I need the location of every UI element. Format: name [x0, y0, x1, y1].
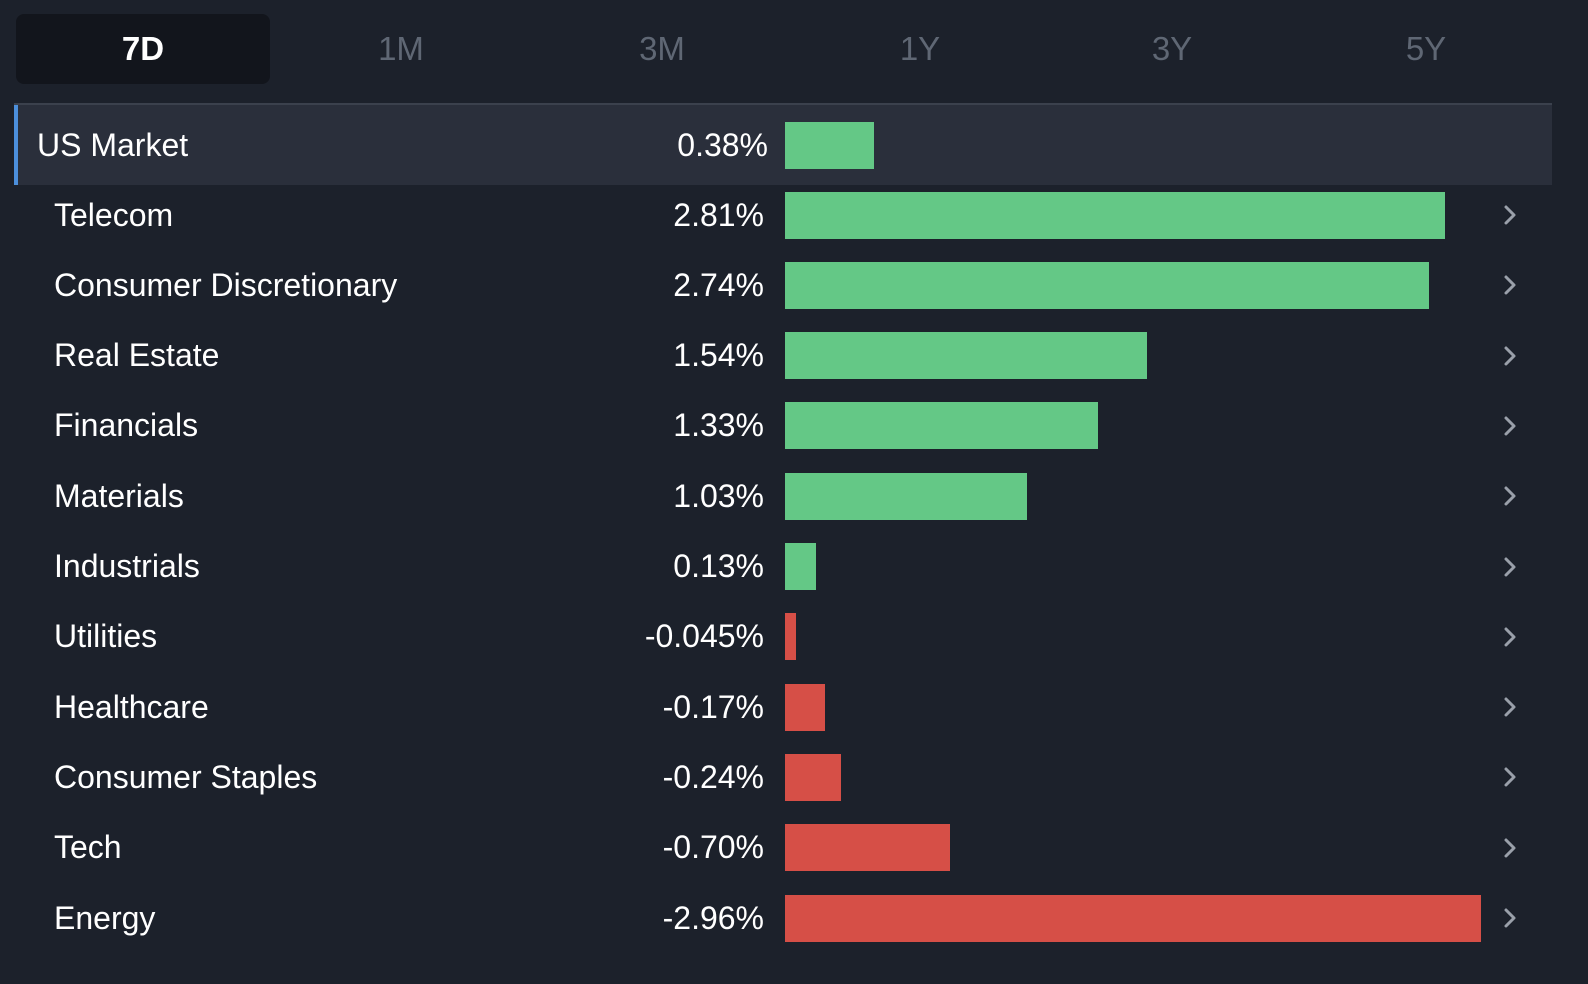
row-label: Consumer Staples — [54, 758, 318, 795]
row-label: Telecom — [54, 196, 174, 233]
sector-row[interactable]: Real Estate 1.54% — [14, 321, 1552, 391]
bar — [785, 683, 825, 731]
chevron-right-icon[interactable] — [1498, 555, 1522, 579]
bar — [785, 332, 1147, 380]
value-label: 2.81% — [673, 196, 764, 233]
bar — [785, 261, 1429, 309]
bar — [785, 121, 875, 169]
market-row: US Market 0.38% — [14, 105, 1552, 185]
chevron-right-icon[interactable] — [1498, 414, 1522, 438]
chevron-right-icon[interactable] — [1498, 765, 1522, 789]
bar — [785, 894, 1481, 942]
sector-row[interactable]: Telecom 2.81% — [14, 180, 1552, 250]
row-label: Financials — [54, 407, 199, 444]
chevron-right-icon[interactable] — [1498, 344, 1522, 368]
value-label: 0.38% — [677, 126, 768, 163]
value-label: 2.74% — [673, 266, 764, 303]
value-label: -0.70% — [662, 829, 764, 866]
row-label: US Market — [37, 126, 189, 163]
value-label: -2.96% — [662, 899, 764, 936]
value-label: -0.24% — [662, 758, 764, 795]
chevron-right-icon[interactable] — [1498, 906, 1522, 930]
chevron-right-icon[interactable] — [1498, 836, 1522, 860]
sector-row[interactable]: Energy -2.96% — [14, 883, 1552, 953]
tab-3m[interactable]: 3M — [639, 30, 685, 67]
tab-3y[interactable]: 3Y — [1151, 30, 1193, 67]
bar — [785, 753, 842, 801]
value-label: 0.13% — [673, 548, 764, 584]
row-label: Utilities — [54, 618, 158, 655]
row-label: Healthcare — [54, 688, 209, 725]
row-label: Real Estate — [54, 337, 220, 374]
tab-1y[interactable]: 1Y — [899, 30, 941, 67]
bar — [785, 402, 1098, 450]
bar — [785, 191, 1446, 239]
tab-5y[interactable]: 5Y — [1405, 30, 1447, 67]
value-label: -0.045% — [644, 618, 764, 655]
bar — [785, 543, 816, 590]
row-label: Tech — [54, 829, 122, 866]
chevron-right-icon[interactable] — [1498, 484, 1522, 508]
bar — [785, 472, 1028, 520]
tabs-divider — [14, 103, 1552, 105]
tab-7d[interactable]: 7D — [16, 14, 270, 84]
chevron-right-icon[interactable] — [1498, 625, 1522, 649]
period-tabs: 7D 1M 3M 1Y 3Y 5Y — [16, 14, 1552, 86]
chevron-right-icon[interactable] — [1498, 273, 1522, 297]
sector-row[interactable]: Consumer Staples -0.24% — [14, 742, 1552, 812]
value-label: -0.17% — [662, 688, 764, 725]
row-label: Energy — [54, 899, 156, 936]
row-label: Industrials — [54, 548, 200, 584]
value-label: 1.03% — [673, 477, 764, 514]
row-label: Consumer Discretionary — [54, 266, 398, 303]
chevron-right-icon[interactable] — [1498, 695, 1522, 719]
bar — [785, 613, 796, 661]
sector-row[interactable]: Healthcare -0.17% — [14, 672, 1552, 742]
bar — [785, 824, 950, 872]
sector-row[interactable]: Consumer Discretionary 2.74% — [14, 250, 1552, 320]
value-label: 1.54% — [673, 337, 764, 374]
sector-row[interactable]: Industrials 0.13% — [14, 532, 1552, 602]
tab-1m[interactable]: 1M — [378, 30, 424, 67]
value-label: 1.33% — [673, 407, 764, 444]
sector-row[interactable]: Utilities -0.045% — [14, 602, 1552, 672]
chevron-right-icon[interactable] — [1498, 203, 1522, 227]
sector-row[interactable]: Financials 1.33% — [14, 391, 1552, 461]
sector-row[interactable]: Materials 1.03% — [14, 461, 1552, 531]
sector-row[interactable]: Tech -0.70% — [14, 813, 1552, 883]
row-label: Materials — [54, 477, 184, 514]
